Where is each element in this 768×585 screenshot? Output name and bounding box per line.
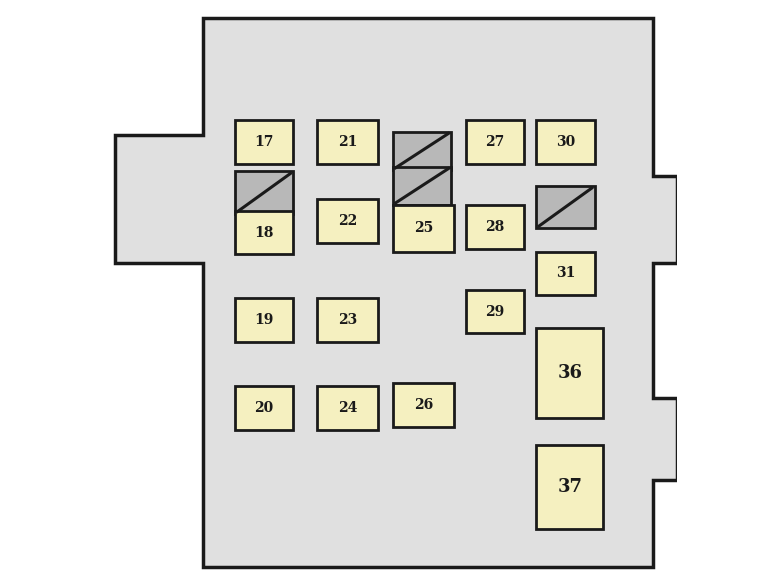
Bar	[235, 386, 293, 430]
Bar	[316, 386, 378, 430]
Bar	[235, 298, 293, 342]
Bar	[235, 211, 293, 254]
Bar	[235, 120, 293, 164]
Bar	[235, 171, 293, 214]
Text: 22: 22	[338, 214, 357, 228]
Text: 29: 29	[485, 305, 505, 318]
Bar	[536, 328, 604, 418]
Polygon shape	[115, 18, 677, 567]
Text: 30: 30	[556, 135, 575, 149]
Bar	[536, 120, 594, 164]
Bar	[316, 199, 378, 243]
Text: 28: 28	[485, 220, 505, 233]
Bar	[316, 298, 378, 342]
Bar	[466, 290, 525, 333]
Text: 20: 20	[254, 401, 273, 415]
Bar	[466, 205, 525, 249]
Bar	[392, 383, 454, 427]
Text: 31: 31	[556, 267, 575, 280]
Bar	[536, 445, 604, 529]
Bar	[316, 120, 378, 164]
Bar	[536, 186, 594, 228]
Bar	[392, 132, 452, 170]
Text: 25: 25	[414, 221, 433, 235]
Text: 27: 27	[485, 135, 505, 149]
Bar	[392, 167, 452, 205]
Text: 23: 23	[338, 314, 357, 327]
Bar	[466, 120, 525, 164]
Bar	[536, 252, 594, 295]
Text: 26: 26	[414, 398, 433, 412]
Bar	[392, 205, 454, 252]
Text: 24: 24	[338, 401, 357, 415]
Text: 18: 18	[254, 226, 273, 239]
Text: 21: 21	[338, 135, 357, 149]
Text: 36: 36	[558, 364, 582, 382]
Text: 19: 19	[254, 314, 273, 327]
Text: 17: 17	[254, 135, 273, 149]
Text: 37: 37	[558, 478, 582, 496]
